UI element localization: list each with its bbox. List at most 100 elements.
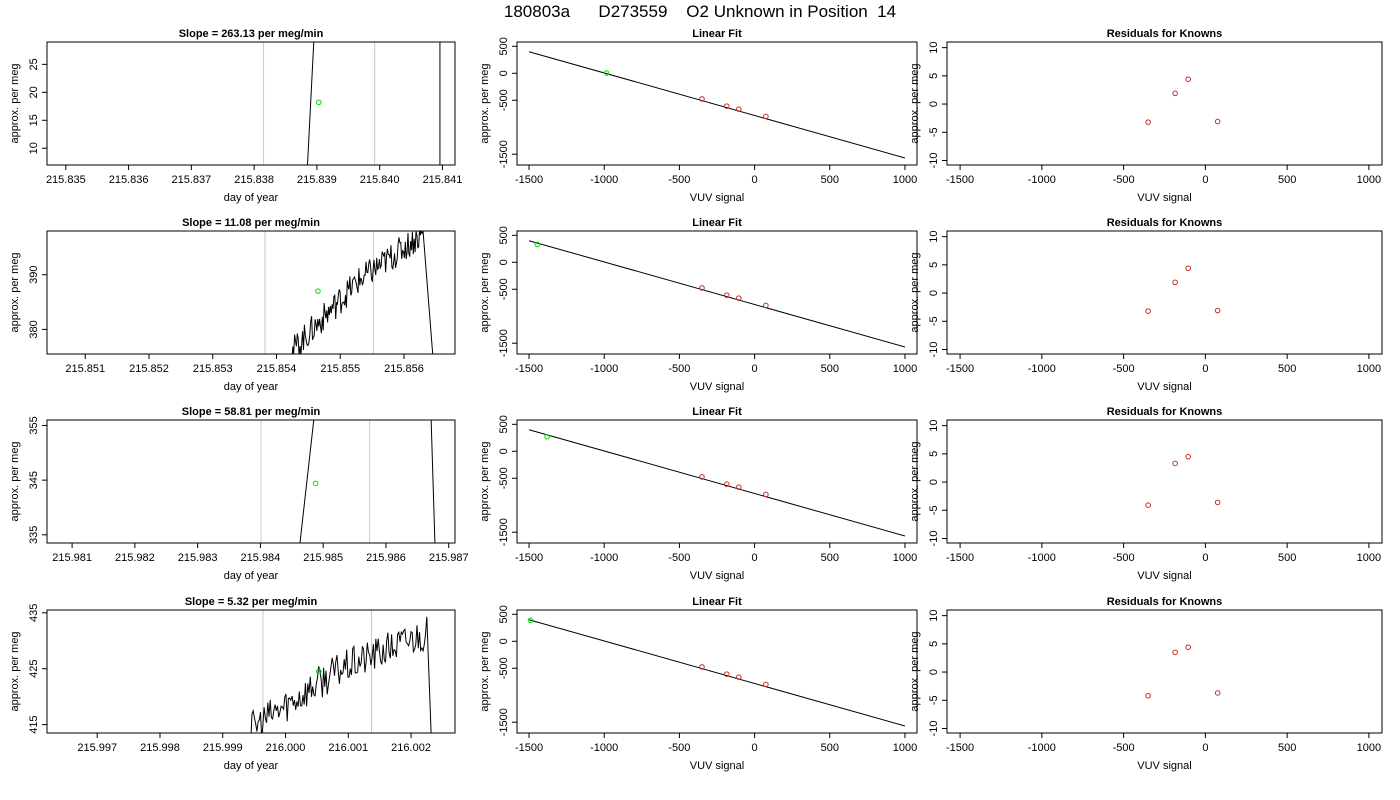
x-tick-label: 500 bbox=[1278, 363, 1296, 375]
known-point bbox=[723, 103, 730, 109]
y-tick-label: 0 bbox=[928, 479, 940, 485]
y-tick-label: 435 bbox=[28, 604, 40, 622]
x-tick-label: 0 bbox=[1202, 174, 1208, 186]
plot-frame bbox=[46, 41, 456, 166]
signal-trace bbox=[244, 616, 432, 733]
panel-2-2: Residuals for Knowns VUV signal approx. pe… bbox=[909, 406, 1383, 582]
panel-title: Slope = 5.32 per meg/min bbox=[185, 596, 318, 608]
y-tick-label: -500 bbox=[498, 89, 510, 111]
y-tick-label: 5 bbox=[928, 451, 940, 457]
residual-point bbox=[1214, 307, 1221, 314]
residual-point bbox=[1185, 76, 1192, 83]
x-tick-label: 215.982 bbox=[115, 552, 155, 564]
x-tick-label: -1000 bbox=[590, 552, 618, 564]
x-tick-label: -1500 bbox=[515, 174, 543, 186]
x-tick-label: 215.987 bbox=[429, 552, 469, 564]
y-tick-label: 10 bbox=[928, 610, 940, 622]
x-tick-label: 215.997 bbox=[77, 742, 117, 754]
panel-1-2: Residuals for Knowns VUV signal approx. pe… bbox=[909, 217, 1383, 393]
y-tick-label: 500 bbox=[498, 226, 510, 244]
x-tick-label: 215.840 bbox=[360, 174, 400, 186]
y-tick-label: -5 bbox=[928, 127, 940, 137]
x-tick-label: 215.985 bbox=[303, 552, 343, 564]
x-tick-label: -1000 bbox=[1028, 174, 1056, 186]
y-tick-label: 0 bbox=[928, 101, 940, 107]
x-tick-label: -500 bbox=[668, 552, 690, 564]
panel-title: Linear Fit bbox=[692, 406, 742, 418]
panel-1-0: Slope = 11.08 per meg/min day of year appr… bbox=[9, 217, 456, 393]
panel-1-1: Linear Fit VUV signal approx. per meg -1500… bbox=[479, 217, 918, 393]
y-tick-label: -1500 bbox=[498, 329, 510, 357]
x-tick-label: 0 bbox=[752, 742, 758, 754]
known-point bbox=[736, 674, 742, 680]
panel-2-1: Linear Fit VUV signal approx. per meg -1500… bbox=[479, 406, 918, 582]
x-tick-label: 0 bbox=[1202, 552, 1208, 564]
y-tick-label: 0 bbox=[498, 638, 510, 644]
y-tick-label: 10 bbox=[928, 420, 940, 432]
x-axis-label: VUV signal bbox=[690, 570, 744, 582]
x-axis-label: day of year bbox=[224, 570, 279, 582]
residual-point bbox=[1145, 692, 1151, 699]
fit-line bbox=[528, 240, 906, 348]
fit-line bbox=[528, 51, 906, 159]
x-tick-label: 1000 bbox=[893, 552, 917, 564]
x-tick-label: 1000 bbox=[893, 742, 917, 754]
x-axis-label: VUV signal bbox=[1137, 760, 1191, 772]
y-tick-label: 5 bbox=[928, 262, 940, 268]
x-tick-label: -500 bbox=[668, 174, 690, 186]
y-tick-label: 500 bbox=[498, 37, 510, 55]
known-point bbox=[763, 491, 769, 498]
unknown-point bbox=[527, 617, 534, 624]
y-axis-label: approx. per meg bbox=[479, 63, 491, 143]
y-axis-label: approx. per meg bbox=[479, 252, 491, 332]
x-tick-label: -500 bbox=[1113, 742, 1135, 754]
residual-point bbox=[1172, 90, 1178, 97]
x-tick-label: 1000 bbox=[1357, 174, 1381, 186]
plot-frame bbox=[516, 609, 918, 734]
known-point bbox=[736, 106, 742, 112]
y-tick-label: 0 bbox=[928, 290, 940, 296]
x-tick-label: 215.853 bbox=[193, 363, 233, 375]
x-tick-label: 215.841 bbox=[423, 174, 463, 186]
y-tick-label: 425 bbox=[28, 660, 40, 678]
x-tick-label: -1500 bbox=[515, 742, 543, 754]
x-tick-label: -1000 bbox=[1028, 363, 1056, 375]
y-tick-label: 10 bbox=[28, 142, 40, 154]
y-tick-label: 380 bbox=[28, 320, 40, 338]
residual-point bbox=[1172, 279, 1178, 286]
signal-trace bbox=[289, 231, 434, 354]
panel-title: Residuals for Knowns bbox=[1107, 596, 1223, 608]
x-tick-label: 215.856 bbox=[384, 363, 424, 375]
plot-area bbox=[1145, 265, 1221, 314]
y-tick-label: 500 bbox=[498, 415, 510, 433]
x-tick-label: 500 bbox=[1278, 552, 1296, 564]
x-tick-label: -1500 bbox=[515, 363, 543, 375]
y-tick-label: 500 bbox=[498, 605, 510, 623]
y-tick-label: -10 bbox=[928, 342, 940, 358]
panel-2-0: Slope = 58.81 per meg/min day of year appr… bbox=[9, 406, 469, 582]
x-tick-label: 215.851 bbox=[65, 363, 105, 375]
panel-title: Residuals for Knowns bbox=[1107, 406, 1223, 418]
plot-area bbox=[244, 610, 432, 733]
x-tick-label: 500 bbox=[1278, 742, 1296, 754]
known-point bbox=[736, 484, 742, 490]
x-tick-label: 215.838 bbox=[234, 174, 274, 186]
y-tick-label: -5 bbox=[928, 505, 940, 515]
x-tick-label: 1000 bbox=[1357, 552, 1381, 564]
known-point bbox=[699, 96, 705, 102]
x-tick-label: -500 bbox=[1113, 552, 1135, 564]
y-tick-label: 345 bbox=[28, 471, 40, 489]
known-point bbox=[763, 681, 769, 688]
unknown-point bbox=[544, 433, 550, 440]
plot-area bbox=[1145, 76, 1221, 125]
known-point bbox=[763, 113, 769, 120]
y-tick-label: -1500 bbox=[498, 518, 510, 546]
residual-point bbox=[1214, 499, 1221, 506]
y-tick-label: 25 bbox=[28, 58, 40, 70]
residual-point bbox=[1145, 308, 1151, 314]
x-tick-label: 215.837 bbox=[171, 174, 211, 186]
x-tick-label: 215.983 bbox=[178, 552, 218, 564]
x-axis-label: VUV signal bbox=[690, 381, 744, 393]
x-tick-label: -500 bbox=[1113, 174, 1135, 186]
plot-frame bbox=[946, 41, 1383, 166]
